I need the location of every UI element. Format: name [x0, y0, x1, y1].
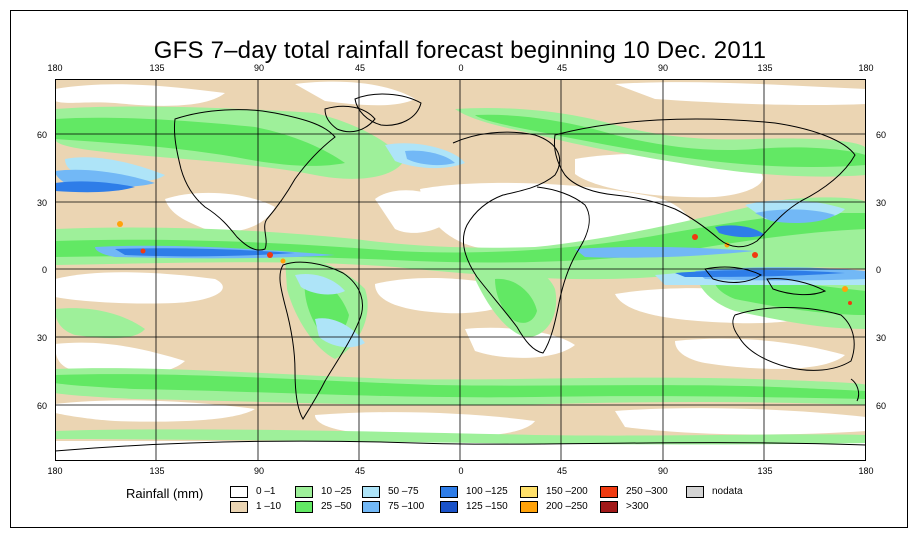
legend-swatch: [600, 501, 618, 513]
x-tick-top: 180: [858, 63, 874, 73]
x-tick-bottom: 135: [757, 466, 773, 476]
y-tick-right: 60: [876, 130, 887, 140]
y-tick-left: 30: [36, 198, 47, 208]
y-tick-right: 60: [876, 401, 887, 411]
legend-label: 100 –125: [466, 486, 508, 497]
legend-label: 125 –150: [466, 501, 508, 512]
legend-swatch: [295, 501, 313, 513]
legend-label: 25 –50: [321, 501, 352, 512]
legend-swatch: [520, 501, 538, 513]
map-border: [55, 79, 866, 461]
x-tick-bottom: 180: [858, 466, 874, 476]
x-tick-top: 180: [47, 63, 63, 73]
x-tick-bottom: 0: [458, 466, 464, 476]
legend-title: Rainfall (mm): [126, 486, 204, 501]
legend-swatch: [600, 486, 618, 498]
rain-100-125-regions: [55, 181, 845, 277]
figure-frame: GFS 7–day total rainfall forecast beginn…: [10, 10, 908, 528]
legend-label: >300: [626, 501, 649, 512]
legend-label: 75 –100: [388, 501, 425, 512]
legend-swatch: [362, 501, 380, 513]
legend-swatch: [230, 501, 248, 513]
legend-label: 50 –75: [388, 486, 419, 497]
legend-label: 250 –300: [626, 486, 668, 497]
legend-label: nodata: [712, 486, 743, 497]
y-tick-left: 60: [36, 401, 47, 411]
legend-label: 10 –25: [321, 486, 352, 497]
x-tick-top: 45: [354, 63, 365, 73]
x-tick-bottom: 90: [253, 466, 264, 476]
y-tick-right: 0: [876, 265, 882, 275]
legend-swatch: [440, 486, 458, 498]
x-tick-bottom: 45: [556, 466, 567, 476]
coastlines: [55, 93, 866, 452]
legend-swatch: [295, 486, 313, 498]
legend-swatch: [362, 486, 380, 498]
x-tick-top: 135: [757, 63, 773, 73]
y-tick-right: 30: [876, 333, 887, 343]
legend-label: 200 –250: [546, 501, 588, 512]
legend-swatch: [520, 486, 538, 498]
x-tick-top: 135: [149, 63, 165, 73]
x-tick-top: 90: [657, 63, 668, 73]
x-tick-top: 45: [556, 63, 567, 73]
x-tick-bottom: 90: [657, 466, 668, 476]
x-tick-top: 0: [458, 63, 464, 73]
legend-label: 1 –10: [256, 501, 282, 512]
graticule: [55, 79, 866, 461]
y-tick-left: 0: [41, 265, 47, 275]
x-tick-bottom: 180: [47, 466, 63, 476]
x-tick-bottom: 135: [149, 466, 165, 476]
y-tick-right: 30: [876, 198, 887, 208]
x-tick-top: 90: [253, 63, 264, 73]
y-tick-left: 60: [36, 130, 47, 140]
rainfall-map: [55, 79, 866, 461]
legend-swatch: [230, 486, 248, 498]
legend-label: 150 –200: [546, 486, 588, 497]
x-tick-bottom: 45: [354, 466, 365, 476]
map-title: GFS 7–day total rainfall forecast beginn…: [153, 37, 767, 64]
dry-regions: [55, 81, 866, 461]
legend-swatch: [440, 501, 458, 513]
legend-label: 0 –1: [256, 486, 276, 497]
y-tick-left: 30: [36, 333, 47, 343]
rain-extreme-hotspots: [117, 221, 852, 305]
legend-swatch: [686, 486, 704, 498]
